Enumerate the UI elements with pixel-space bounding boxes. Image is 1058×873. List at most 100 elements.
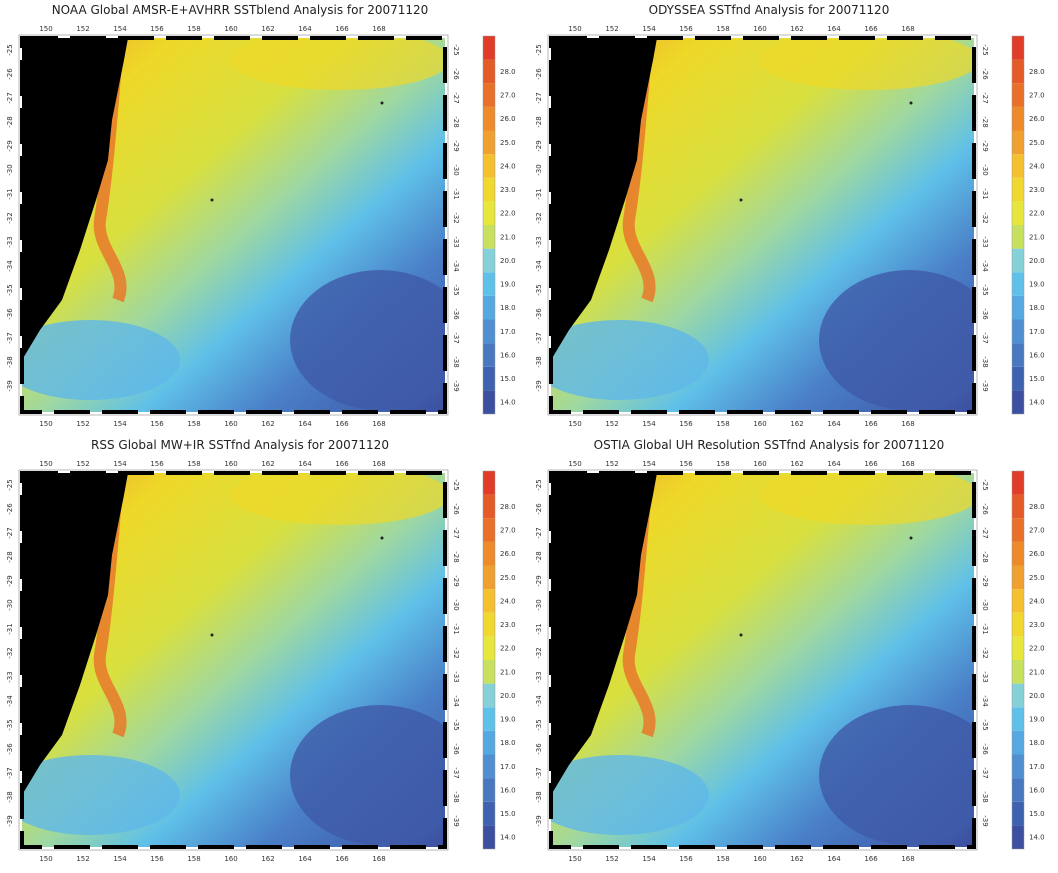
colorbar-swatch [1012,83,1024,107]
x-tick-label: 150 [568,420,581,428]
x-tick-label: 158 [187,420,200,428]
y-tick-label: -26 [981,68,989,80]
map-frame-outline [547,34,978,416]
y-tick-label: -26 [452,68,460,80]
colorbar-label: 14.0 [1029,834,1045,842]
x-tick-label: 168 [901,460,914,468]
colorbar-swatch [1012,201,1024,225]
y-tick-label: -33 [981,236,989,247]
x-tick-label: 158 [187,25,200,33]
land [22,473,128,795]
x-tick-label: 154 [642,855,656,863]
y-tick-label: -35 [981,284,989,295]
y-tick-label: -37 [452,332,460,343]
y-tick-label: -31 [535,188,543,199]
x-tick-label: 160 [753,855,766,863]
colorbar-swatch [1012,565,1024,590]
colorbar-swatch [483,660,495,684]
y-tick-label: -34 [6,695,14,707]
x-tick-label: 156 [150,460,164,468]
colorbar-label: 15.0 [500,375,516,383]
y-tick-label: -39 [981,815,989,826]
colorbar-label: 25.0 [1029,139,1045,147]
y-tick-label: -32 [535,212,543,223]
map-frame-outline [547,469,978,851]
y-tick-label: -30 [535,599,543,610]
y-tick-label: -34 [452,695,460,707]
y-tick-label: -26 [6,503,14,515]
x-tick-label: 162 [261,25,274,33]
colorbar-swatch [1012,59,1024,84]
colorbar-swatch [483,825,495,849]
y-tick-label: -38 [535,356,543,367]
y-tick-label: -32 [452,647,460,658]
y-tick-label: -28 [452,116,460,127]
sst-map [551,473,974,847]
colorbar-label: 15.0 [1029,810,1045,818]
map-frame [549,36,976,414]
x-tick-label: 168 [901,420,914,428]
colorbar-label: 22.0 [1029,645,1045,653]
colorbar-swatch [483,636,495,660]
y-tick-label: -32 [452,212,460,223]
y-tick-label: -32 [6,647,14,658]
x-tick-label: 158 [716,420,729,428]
colorbar-label: 26.0 [1029,550,1045,558]
y-tick-label: -30 [6,164,14,175]
y-tick-label: -38 [535,791,543,802]
colorbar-label: 14.0 [1029,399,1045,407]
x-tick-label: 160 [224,855,237,863]
y-tick-label: -34 [535,695,543,707]
panel-title: NOAA Global AMSR-E+AVHRR SSTblend Analys… [52,3,429,17]
y-tick-label: -28 [981,551,989,562]
y-tick-label: -31 [981,623,989,634]
map-panel: ODYSSEA SSTfnd Analysis for 20071120 150 1… [535,3,1045,428]
x-tick-label: 168 [372,420,385,428]
y-tick-label: -32 [6,212,14,223]
y-tick-label: -34 [981,695,989,707]
y-tick-label: -33 [452,671,460,682]
colorbar-swatch [1012,248,1024,273]
y-tick-label: -29 [535,575,543,586]
y-tick-label: -38 [6,356,14,367]
y-tick-label: -33 [535,671,543,682]
y-tick-label: -26 [452,503,460,515]
y-tick-label: -27 [981,92,989,103]
y-tick-label: -28 [981,116,989,127]
x-tick-label: 158 [716,855,729,863]
y-tick-label: -30 [452,164,460,175]
y-tick-label: -38 [981,791,989,802]
x-tick-label: 160 [753,460,766,468]
y-tick-label: -28 [535,551,543,562]
colorbar-swatch [483,589,495,613]
y-tick-label: -29 [6,140,14,151]
y-tick-label: -29 [452,575,460,586]
y-tick-label: -34 [981,260,989,272]
x-tick-label: 154 [113,25,127,33]
y-tick-label: -37 [981,767,989,778]
x-tick-label: 168 [372,460,385,468]
colorbar-label: 24.0 [1029,597,1045,605]
colorbar-label: 14.0 [500,834,516,842]
x-tick-label: 156 [679,855,693,863]
y-tick-label: -33 [535,236,543,247]
colorbar-swatch [483,541,495,566]
y-tick-label: -29 [535,140,543,151]
colorbar-swatch [1012,319,1024,344]
colorbar-label: 18.0 [500,739,516,747]
colorbar-frame [1011,35,1025,415]
y-tick-label: -39 [452,815,460,826]
y-tick-label: -36 [6,743,14,755]
y-tick-label: -27 [981,527,989,538]
x-tick-label: 164 [827,855,841,863]
map-frame [20,471,447,849]
map-frame [20,36,447,414]
x-tick-label: 162 [790,25,803,33]
colorbar-swatch [483,295,495,320]
colorbar-swatch [483,130,495,155]
x-tick-label: 168 [372,25,385,33]
y-tick-label: -39 [6,815,14,826]
x-tick-label: 150 [39,855,52,863]
colorbar-label: 25.0 [500,574,516,582]
cold-patch [819,270,974,410]
